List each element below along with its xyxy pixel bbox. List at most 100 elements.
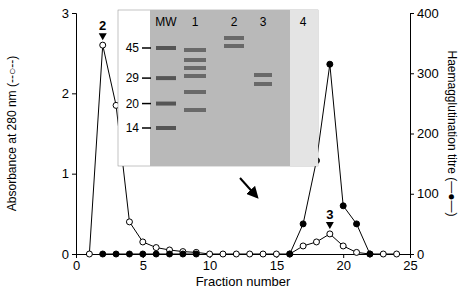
series-marker bbox=[153, 245, 159, 251]
y2-tick-label: 100 bbox=[417, 186, 439, 201]
gel-band bbox=[254, 73, 272, 77]
gel-band bbox=[156, 76, 176, 80]
y-tick-mark bbox=[72, 13, 76, 14]
x-axis: 0 5 10 15 20 25 bbox=[73, 254, 418, 273]
inset-frame bbox=[118, 10, 318, 166]
x-axis-title: Fraction number bbox=[196, 274, 291, 289]
series-marker bbox=[273, 251, 279, 257]
y-axis-line bbox=[72, 14, 77, 255]
y2-tick: 0 bbox=[410, 247, 424, 262]
y2-tick-label: 300 bbox=[417, 66, 439, 81]
y-axis: 0 1 2 3 bbox=[62, 6, 77, 262]
lane-label: 1 bbox=[192, 15, 199, 29]
y2-tick-mark bbox=[410, 254, 414, 255]
mw-tick bbox=[142, 77, 151, 79]
x-tick-label: 25 bbox=[403, 258, 417, 273]
y2-tick-mark bbox=[410, 194, 414, 195]
series-marker bbox=[300, 221, 306, 227]
gel-band bbox=[156, 46, 176, 50]
y2-tick-label: 200 bbox=[417, 126, 439, 141]
y-tick-label: 3 bbox=[62, 6, 69, 21]
annotation: 3 bbox=[326, 207, 333, 222]
y2-tick-mark bbox=[410, 73, 414, 74]
lane-label: 2 bbox=[231, 15, 238, 29]
series-marker bbox=[260, 251, 266, 257]
x-tick-label: 0 bbox=[73, 258, 80, 273]
mw-label: 45 bbox=[126, 41, 140, 55]
series-marker bbox=[220, 251, 226, 257]
y2-tick-label: 400 bbox=[417, 6, 439, 21]
series-marker bbox=[126, 219, 132, 225]
gel-band bbox=[156, 126, 176, 130]
series-marker bbox=[100, 251, 106, 257]
y2-tick: 200 bbox=[410, 126, 439, 141]
series-marker bbox=[313, 239, 319, 245]
y-tick-label: 2 bbox=[62, 86, 69, 101]
gel-band bbox=[254, 82, 272, 86]
mw-label: 29 bbox=[126, 71, 140, 85]
x-tick-label: 15 bbox=[270, 258, 284, 273]
series-marker bbox=[140, 239, 146, 245]
series-marker bbox=[153, 251, 159, 257]
y2-tick-mark bbox=[410, 13, 414, 14]
annotation: 2 bbox=[99, 18, 106, 33]
lane-label: 4 bbox=[300, 15, 307, 29]
series-marker bbox=[287, 251, 293, 257]
series-marker bbox=[180, 251, 186, 257]
series-marker bbox=[140, 251, 146, 257]
y-tick-mark bbox=[72, 174, 76, 175]
x-tick-label: 10 bbox=[203, 258, 217, 273]
y-tick: 3 bbox=[62, 6, 76, 21]
y-axis-title: Absorbance at 280 nm (--○--) bbox=[5, 56, 19, 211]
series-marker bbox=[86, 251, 92, 257]
gel-background bbox=[150, 10, 318, 166]
series-marker bbox=[247, 251, 253, 257]
series-marker bbox=[167, 251, 173, 257]
series-marker bbox=[233, 251, 239, 257]
series-marker bbox=[340, 203, 346, 209]
gel-band bbox=[184, 74, 206, 78]
y2-tick-mark bbox=[410, 134, 414, 135]
mw-label: 20 bbox=[126, 97, 140, 111]
gel-band bbox=[184, 58, 206, 62]
y2-axis-title: Haemagglutination titre (—●—) bbox=[445, 51, 459, 217]
series-marker bbox=[394, 251, 400, 257]
y2-tick: 300 bbox=[410, 66, 439, 81]
x-tick: 20 bbox=[336, 254, 350, 273]
gel-band bbox=[184, 66, 206, 70]
series-marker bbox=[113, 251, 119, 257]
y2-axis-line bbox=[411, 14, 415, 255]
gel-band bbox=[224, 36, 244, 40]
mw-label: 14 bbox=[126, 121, 140, 135]
gel-band bbox=[156, 102, 176, 106]
x-tick: 25 bbox=[403, 254, 417, 273]
gel-band bbox=[184, 90, 206, 94]
x-tick-label: 5 bbox=[140, 258, 147, 273]
mw-tick bbox=[142, 127, 151, 129]
series-marker bbox=[193, 251, 199, 257]
lane-label: 3 bbox=[260, 15, 267, 29]
y2-axis: 0 100 200 300 400 bbox=[410, 6, 439, 262]
y2-tick: 400 bbox=[410, 6, 439, 21]
series-marker bbox=[327, 61, 333, 67]
annotation-pointer bbox=[99, 33, 107, 40]
chart: 051015202501230100200300400Fraction numb… bbox=[0, 0, 462, 292]
x-tick: 0 bbox=[73, 254, 80, 273]
y-tick-label: 1 bbox=[62, 166, 69, 181]
series-marker bbox=[287, 251, 293, 257]
y-tick: 0 bbox=[62, 247, 76, 262]
series-marker bbox=[126, 251, 132, 257]
mw-tick bbox=[142, 103, 151, 105]
series-marker bbox=[300, 243, 306, 249]
series-marker bbox=[354, 221, 360, 227]
series-marker bbox=[327, 231, 333, 237]
series-marker bbox=[207, 251, 213, 257]
gel-band bbox=[184, 108, 206, 112]
y-tick-mark bbox=[72, 93, 76, 94]
inset-gel: 45292014MW1234 bbox=[118, 10, 318, 166]
series-marker bbox=[380, 251, 386, 257]
arrow bbox=[240, 178, 257, 197]
series-marker bbox=[367, 251, 373, 257]
y2-tick-label: 0 bbox=[417, 247, 424, 262]
x-tick-label: 20 bbox=[336, 258, 350, 273]
